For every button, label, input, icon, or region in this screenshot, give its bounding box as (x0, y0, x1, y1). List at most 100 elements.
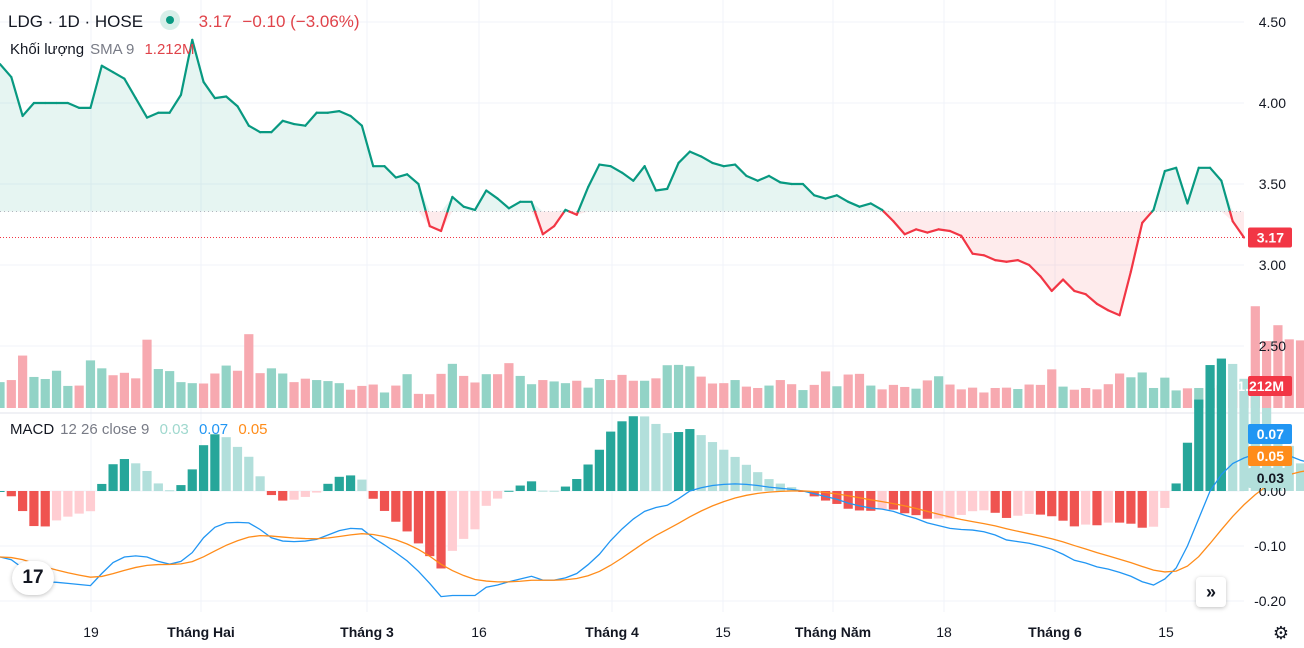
macd-histogram-bar (1228, 363, 1238, 491)
volume-bar (1103, 384, 1113, 408)
last-price-tag-box (1248, 227, 1292, 248)
volume-bar (662, 365, 672, 408)
macd-histogram-bar (1001, 491, 1012, 518)
macd-lines (0, 450, 1304, 598)
volume-bar (447, 363, 457, 408)
volume-bar (673, 364, 684, 408)
tradingview-logo-icon[interactable]: 17 (12, 561, 54, 595)
price-line-segment (281, 119, 296, 126)
volume-bar (572, 380, 582, 408)
macd-histogram-bar (606, 431, 616, 491)
symbol-title[interactable]: LDG · 1D · HOSE (8, 12, 144, 31)
price-line-segment (89, 64, 103, 109)
macd-histogram-bar (85, 491, 96, 512)
settings-icon[interactable]: ⚙ (1270, 622, 1292, 644)
volume-bar (877, 389, 887, 408)
volume-bar (832, 386, 842, 408)
price-line-segment (948, 229, 963, 237)
volume-bar (730, 380, 740, 408)
volume-bar (1035, 384, 1046, 408)
price-line-segment (1107, 309, 1121, 317)
macd-histogram-bar (221, 437, 231, 491)
macd-histogram-bar (1182, 442, 1193, 491)
time-tick-label: Tháng 6 (1028, 624, 1082, 640)
volume-legend-sma: SMA 9 (90, 41, 135, 58)
macd-histogram-bar (549, 490, 559, 492)
macd-histogram-bar (1148, 491, 1159, 527)
price-line-segment (326, 109, 341, 114)
macd-histogram-bar (662, 433, 672, 491)
price-line-segment (424, 210, 431, 228)
volume-bar (606, 380, 616, 408)
volume-bar (990, 387, 1000, 408)
macd-histogram-bar (922, 491, 932, 519)
volume-bar (888, 384, 899, 408)
price-tick-label: 3.50 (1259, 176, 1286, 192)
scroll-to-realtime-button[interactable]: » (1196, 577, 1226, 607)
volume-bar (221, 365, 231, 408)
price-line-segment (882, 210, 895, 223)
volume-bar (334, 383, 344, 408)
macd-histogram-bar (967, 491, 978, 512)
volume-bar (459, 375, 469, 408)
volume-bar (1295, 340, 1304, 408)
volume-bar (594, 379, 604, 408)
market-status-icon[interactable] (159, 10, 180, 30)
price-line-segment (960, 234, 974, 255)
macd-histogram-bar (979, 491, 989, 511)
macd-legend-name: MACD (10, 421, 55, 438)
price-line-segment (813, 194, 827, 200)
macd-histogram-bar (707, 442, 718, 491)
price-line-segment (914, 228, 929, 234)
volume-bar (0, 382, 5, 408)
price-change: −0.10 (−3.06%) (242, 12, 360, 31)
macd-histogram-bar (775, 483, 785, 491)
macd-histogram-bar (1239, 378, 1249, 491)
volume-bar (798, 390, 808, 408)
volume-bar (1069, 389, 1079, 408)
macd-histogram-bar (357, 479, 367, 491)
last-price-tag: 3.17 (1257, 229, 1284, 245)
price-line-segment (576, 186, 590, 213)
price-line-segment (632, 165, 646, 182)
macd-histogram-bar (764, 479, 774, 491)
volume-bar (255, 373, 265, 408)
macd-histogram-bar (425, 491, 435, 557)
volume-bar (153, 369, 163, 408)
volume-legend[interactable]: Khối lượng SMA 9 1.212M (10, 41, 201, 58)
volume-bar (1013, 389, 1023, 408)
price-line-segment (553, 210, 566, 228)
volume-bar (1273, 325, 1283, 408)
volume-bar (278, 373, 288, 408)
macd-tick-label: -0.10 (1254, 538, 1286, 554)
volume-bar (108, 375, 118, 408)
price-line-segment (620, 171, 635, 182)
price-line-segment (937, 228, 952, 233)
volume-bar (131, 378, 141, 408)
macd-histogram-bar (300, 491, 310, 497)
price-line-segment (134, 97, 149, 119)
volume-bar (470, 382, 480, 408)
macd-value-tag: 0.07 (1257, 426, 1284, 442)
macd-legend[interactable]: MACD 12 26 close 9 0.03 0.07 0.05 (10, 421, 274, 438)
price-line-segment (903, 228, 918, 236)
macd-histogram-bar (1047, 491, 1057, 517)
volume-bar (74, 385, 84, 408)
price-line-segment (722, 163, 737, 168)
macd-histogram-bar (1035, 491, 1046, 515)
macd-histogram-bar (18, 491, 28, 512)
macd-histogram-bar (504, 490, 514, 492)
price-line-segment (847, 200, 861, 208)
volume-bar (1284, 339, 1294, 408)
macd-histogram-bar (538, 490, 548, 492)
volume-bar (210, 373, 220, 408)
macd-histogram-bar (628, 416, 638, 491)
price-line-segment (609, 165, 624, 174)
price-line-segment (21, 101, 36, 118)
volume-bar (481, 374, 491, 408)
price-line-segment (349, 114, 363, 127)
macd-histogram-bar (685, 429, 695, 491)
macd-histogram-bar (119, 459, 129, 491)
macd-histogram-bar (131, 463, 141, 491)
volume-bar (379, 392, 390, 408)
